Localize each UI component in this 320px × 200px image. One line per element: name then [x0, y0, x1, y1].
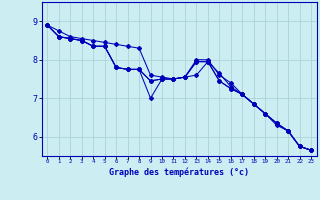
X-axis label: Graphe des températures (°c): Graphe des températures (°c) [109, 167, 249, 177]
